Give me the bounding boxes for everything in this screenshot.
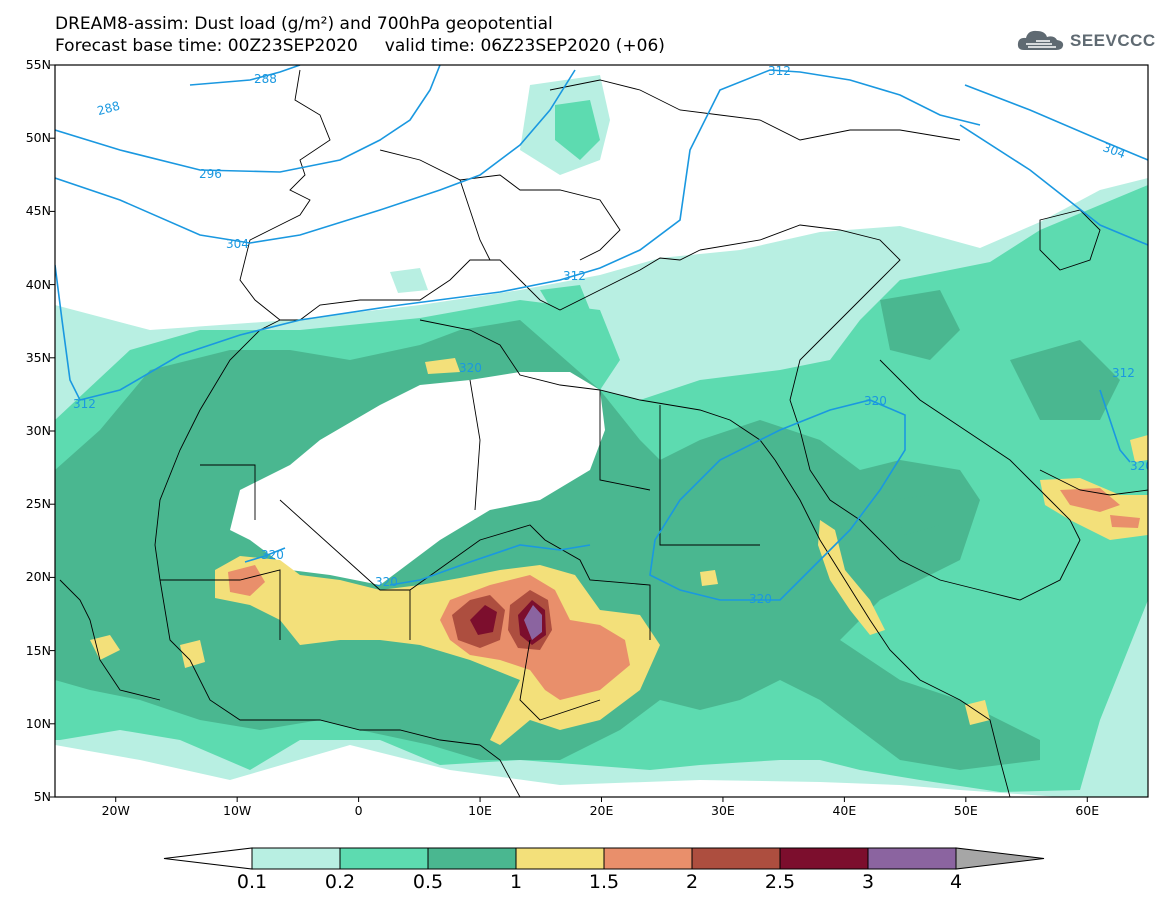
lon-label: 30E [711,803,735,818]
saharan-clear-region [230,372,605,585]
contour-label: 320 [864,394,887,408]
contour-label: 304 [226,237,249,251]
colorbar-label: 0.2 [324,871,356,893]
lat-label: 50N [25,130,51,146]
colorbar-label: 1 [509,871,523,893]
lat-label: 15N [25,642,51,658]
colorbar-label: 3 [861,871,875,893]
contour-label: 320 [1130,459,1153,473]
forecast-times: Forecast base time: 00Z23SEP2020 valid t… [55,36,665,56]
colorbar-segment [339,847,429,870]
contour-label: 288 [254,72,277,86]
contour-label: 312 [73,397,96,411]
lon-label: 40E [832,803,857,818]
colorbar-segment [427,847,517,870]
geopotential-contours [55,65,1148,601]
logo-text: SEEVCCC [1070,31,1156,50]
lon-label: 10W [223,803,252,818]
coastlines-and-borders [59,69,1148,797]
colorbar-over-triangle [955,847,1045,870]
lat-label: 55N [25,57,51,72]
lat-label: 35N [25,349,51,365]
lon-label: 10E [468,803,492,818]
lat-label: 20N [25,569,51,585]
colorbar-label: 4 [949,871,963,893]
lat-label: 5N [33,789,51,804]
colorbar-label: 0.5 [412,871,444,893]
colorbar-label: 1.5 [588,871,620,893]
cloud-icon [1017,30,1064,50]
lat-label: 40N [25,276,51,292]
lon-label: 20W [101,803,130,818]
axis-ticks [50,64,1088,802]
contour-label: 312 [768,64,791,78]
colorbar-segment [691,847,781,870]
seevccc-logo: SEEVCCC [1016,27,1156,55]
contour-label: 320 [261,548,284,562]
colorbar-label: 2 [685,871,699,893]
lat-label: 30N [25,423,51,438]
colorbar-segment [779,847,869,870]
dust-shading-0.5 [55,290,1120,770]
colorbar-under-triangle [163,847,253,870]
lat-label: 45N [25,203,51,219]
contour-label: 312 [1112,366,1135,380]
contour-label: 320 [375,575,398,589]
colorbar-label: 2.5 [764,871,796,893]
contour-label: 320 [749,592,772,606]
lon-label: 50E [953,803,978,818]
contour-label: 296 [199,167,222,181]
contour-labels: 288 288 296 304 312 312 320 320 312 304 … [73,64,1153,606]
contour-label: 320 [459,361,482,375]
colorbar-segment [515,847,605,870]
colorbar [163,847,1045,870]
colorbar-segment [603,847,693,870]
dust-shading-3 [524,605,542,640]
map-title: DREAM8-assim: Dust load (g/m²) and 700hP… [55,14,553,34]
colorbar-label: 0.1 [236,871,268,893]
lat-label: 10N [25,715,51,731]
lat-label: 25N [25,496,51,512]
lon-label: 0 [354,803,363,818]
lon-label: 60E [1075,803,1100,818]
lon-label: 20E [589,803,614,818]
colorbar-segment [251,847,341,870]
contour-label: 288 [96,99,122,118]
colorbar-segment [867,847,957,870]
contour-label: 312 [563,269,586,283]
